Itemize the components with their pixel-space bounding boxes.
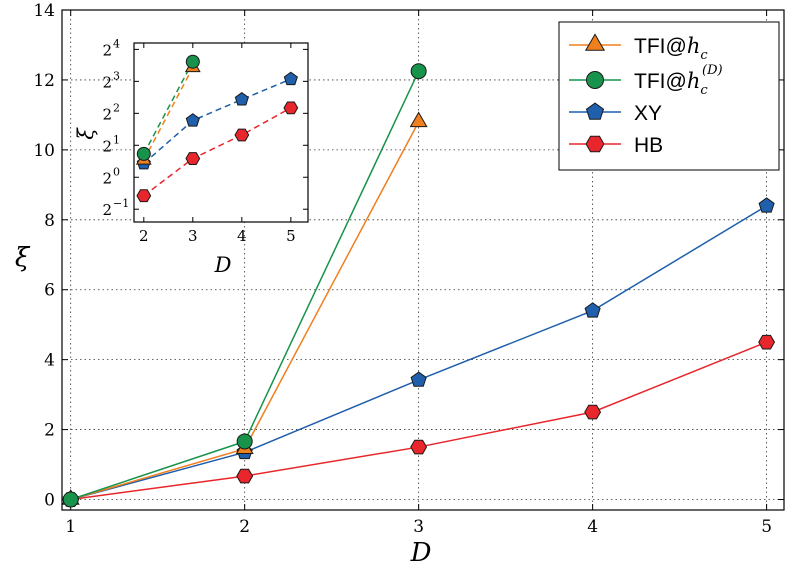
legend-superscript: (D) bbox=[702, 63, 723, 78]
main-y-axis-label: ξ bbox=[15, 243, 31, 273]
inset-data-point bbox=[234, 128, 250, 142]
main-xtick-label: 4 bbox=[587, 517, 598, 537]
inset-ytick-label: 2 bbox=[102, 105, 112, 123]
legend-label: TFI@hc bbox=[634, 34, 708, 63]
legend-marker bbox=[585, 102, 605, 120]
inset-series-line bbox=[143, 107, 292, 197]
inset-ticks: 2 3 4 52 −12 02 12 22 32 4 bbox=[102, 37, 308, 245]
main-data-point bbox=[758, 334, 776, 350]
inset-ytick-label: 2 bbox=[102, 137, 112, 155]
main-data-point bbox=[584, 302, 601, 318]
inset-ytick-exponent: −1 bbox=[113, 197, 129, 210]
legend-entry: TFI@hc(D) bbox=[569, 63, 723, 98]
inset-data-point bbox=[136, 189, 152, 203]
inset-series-hexagon bbox=[143, 107, 292, 197]
inset-data-point bbox=[283, 101, 299, 115]
inset-ytick-label: 2 bbox=[102, 201, 112, 219]
main-xtick-label: 1 bbox=[65, 517, 76, 537]
inset-axes-frame bbox=[133, 42, 309, 223]
main-data-point bbox=[410, 63, 427, 80]
inset-plot-area bbox=[134, 43, 308, 222]
main-data-point bbox=[410, 371, 427, 387]
main-xtick-label: 5 bbox=[761, 517, 772, 537]
main-data-point bbox=[410, 439, 428, 455]
inset-ytick-label: 2 bbox=[102, 169, 112, 187]
main-xtick-label: 3 bbox=[413, 517, 424, 537]
inset-data-point bbox=[185, 113, 200, 127]
inset-ytick-exponent: 1 bbox=[113, 133, 120, 146]
main-ytick-label: 4 bbox=[44, 351, 55, 371]
legend-label: HB bbox=[634, 134, 663, 157]
inset-xtick-label: 4 bbox=[237, 227, 247, 245]
inset-xtick-label: 3 bbox=[188, 227, 198, 245]
inset-data-point bbox=[185, 152, 201, 165]
main-ytick-label: 0 bbox=[44, 491, 55, 511]
main-ytick-label: 8 bbox=[44, 211, 55, 231]
legend-marker bbox=[586, 71, 604, 89]
inset-series-pentagon bbox=[143, 78, 292, 164]
inset-x-axis-label: D bbox=[214, 253, 232, 277]
legend-entry: HB bbox=[569, 134, 663, 157]
inset-ytick-exponent: 0 bbox=[113, 165, 120, 178]
inset-data-point bbox=[234, 92, 249, 106]
main-data-point bbox=[236, 433, 253, 450]
legend-entry: TFI@hc bbox=[569, 33, 708, 63]
main-ytick-label: 10 bbox=[33, 141, 55, 161]
inset-ytick-exponent: 3 bbox=[113, 69, 120, 82]
inset-series-line bbox=[143, 67, 194, 161]
inset-data-point bbox=[185, 54, 200, 69]
main-data-point bbox=[584, 404, 602, 420]
main-data-point bbox=[62, 491, 79, 508]
inset-y-axis-label: ξ bbox=[74, 127, 98, 140]
inset-series-line bbox=[143, 61, 194, 155]
inset-ytick-exponent: 2 bbox=[113, 101, 120, 114]
main-ytick-label: 12 bbox=[33, 71, 55, 91]
main-ytick-label: 2 bbox=[44, 421, 55, 441]
inset-xtick-label: 5 bbox=[286, 227, 296, 245]
inset-data-point bbox=[283, 71, 298, 86]
inset-xtick-label: 2 bbox=[139, 227, 149, 245]
inset-series-triangle bbox=[143, 67, 194, 161]
main-data-point bbox=[758, 197, 775, 213]
inset-series-line bbox=[143, 78, 292, 164]
inset-series-circle bbox=[143, 61, 194, 155]
main-ytick-label: 6 bbox=[44, 281, 55, 301]
main-x-axis-label: D bbox=[410, 538, 432, 567]
inset-ytick-label: 2 bbox=[102, 73, 112, 91]
legend-entry: XY bbox=[569, 102, 662, 125]
inset-ytick-exponent: 4 bbox=[113, 37, 120, 50]
inset-ytick-label: 2 bbox=[102, 41, 112, 59]
inset-data-point bbox=[136, 146, 151, 161]
main-axes-frame bbox=[61, 9, 785, 511]
main-ytick-label: 14 bbox=[33, 1, 55, 21]
legend-marker bbox=[585, 135, 605, 153]
main-xtick-label: 2 bbox=[239, 517, 250, 537]
legend-marker bbox=[584, 33, 606, 51]
legend-label: TFI@hc bbox=[634, 69, 708, 98]
legend-label: XY bbox=[634, 102, 662, 125]
main-data-point bbox=[409, 111, 428, 128]
main-data-point bbox=[236, 468, 254, 484]
